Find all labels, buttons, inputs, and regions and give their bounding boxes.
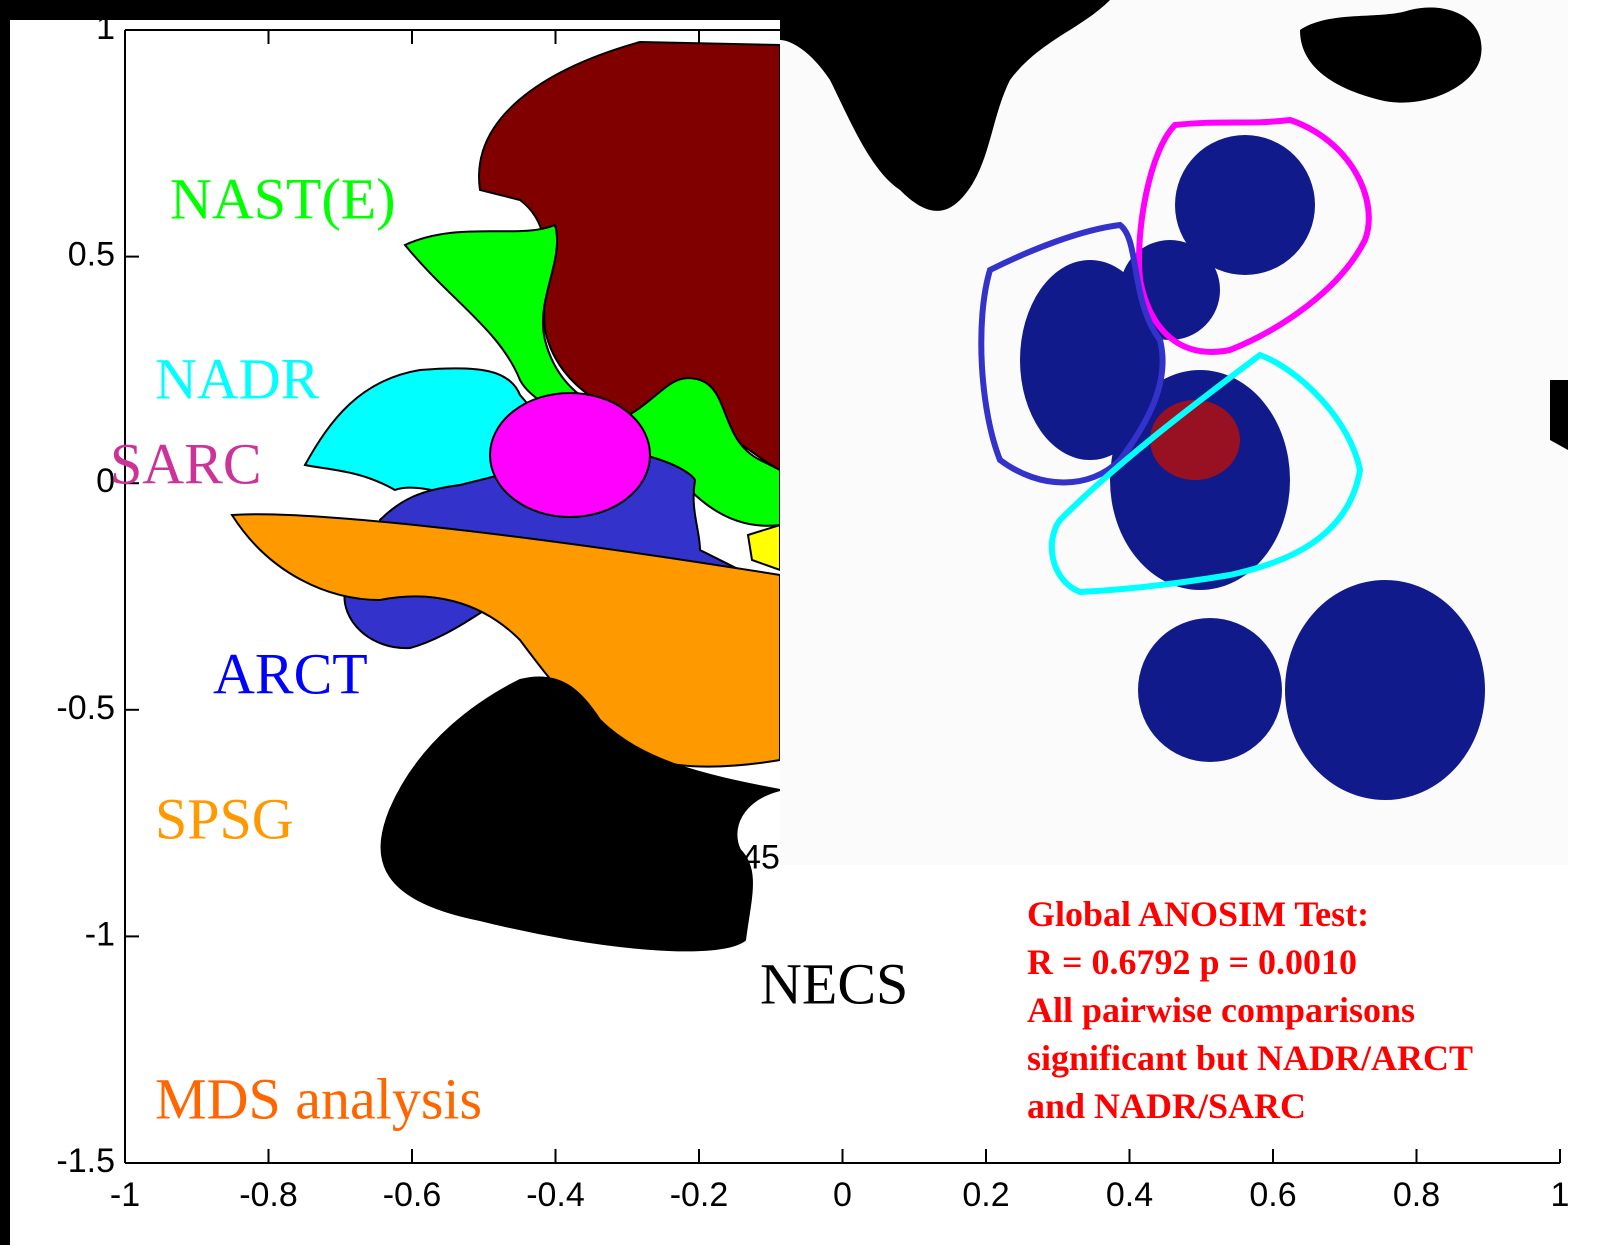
group-label: SARC	[110, 431, 262, 496]
y-tick-label: -0.5	[56, 689, 115, 727]
x-tick-label: -0.2	[670, 1176, 729, 1214]
hotspot	[1150, 400, 1240, 480]
left-band	[0, 0, 10, 1245]
x-tick-label: 0.4	[1106, 1176, 1153, 1214]
x-tick-label: -1	[110, 1176, 140, 1214]
land	[1550, 380, 1568, 450]
map-image	[780, 0, 1568, 865]
patch	[1138, 618, 1282, 762]
group-label: ARCT	[213, 641, 368, 706]
annotation-line: and NADR/SARC	[1027, 1086, 1306, 1126]
chart: Global ANOSIM Test: R = 0.6792 p = 0.0010…	[0, 0, 1608, 1245]
annotation-line: significant but NADR/ARCT	[1027, 1038, 1473, 1078]
patch	[1285, 580, 1485, 800]
annotation-line: R = 0.6792 p = 0.0010	[1027, 942, 1357, 982]
top-band	[0, 0, 780, 20]
x-tick-label: 0.6	[1249, 1176, 1296, 1214]
region-yellow	[748, 525, 780, 570]
annotation-line: Global ANOSIM Test:	[1027, 894, 1369, 934]
region-sarc	[490, 393, 650, 517]
group-label: SPSG	[155, 786, 294, 851]
x-tick-label: 0.8	[1393, 1176, 1440, 1214]
annotation: Global ANOSIM Test: R = 0.6792 p = 0.0010…	[1027, 894, 1473, 1126]
point-label: 45	[742, 838, 780, 876]
y-tick-label: -1	[85, 915, 115, 953]
x-tick-label: -0.8	[239, 1176, 298, 1214]
x-tick-label: -0.4	[526, 1176, 585, 1214]
annotation-line: All pairwise comparisons	[1027, 990, 1415, 1030]
group-label: NECS	[760, 951, 908, 1016]
chart-title: MDS analysis	[155, 1066, 482, 1131]
x-tick-label: -0.6	[383, 1176, 442, 1214]
page: {"chart_data": {"type": "mds", "title": …	[0, 0, 1608, 1245]
group-label: NAST(E)	[170, 166, 396, 231]
y-tick-label: 1	[96, 9, 115, 47]
x-tick-label: 1	[1551, 1176, 1570, 1214]
x-tick-label: 0.2	[962, 1176, 1009, 1214]
y-tick-label: -1.5	[56, 1142, 115, 1180]
y-tick-label: 0.5	[68, 236, 115, 274]
x-tick-label: 0	[833, 1176, 852, 1214]
group-label: NADR	[155, 346, 320, 411]
